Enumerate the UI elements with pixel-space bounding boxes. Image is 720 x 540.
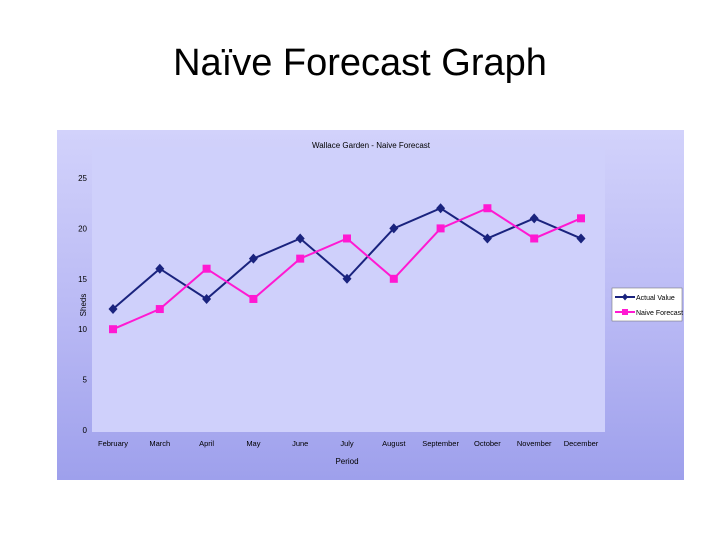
data-point (389, 223, 399, 234)
data-point (482, 233, 492, 244)
data-point (202, 264, 211, 273)
slide-title: Naïve Forecast Graph (173, 42, 547, 84)
data-point (343, 234, 351, 243)
data-point (436, 203, 446, 214)
data-point (342, 273, 352, 284)
x-tick-label: August (382, 439, 406, 448)
y-tick-label: 5 (83, 376, 88, 385)
x-axis-title: Period (335, 457, 358, 466)
x-tick-label: July (340, 439, 354, 448)
x-tick-label: September (422, 439, 459, 448)
data-point (530, 234, 539, 243)
legend-label: Actual Value (636, 295, 675, 302)
data-point (389, 274, 398, 283)
chart-area: Wallace Garden - Naive Forecast Sheds Pe… (57, 130, 684, 480)
legend-box (611, 287, 683, 322)
chart-title: Wallace Garden - Naive Forecast (312, 141, 431, 150)
data-point (295, 233, 305, 244)
data-point (436, 224, 445, 233)
data-point (109, 325, 117, 334)
x-tick-label: November (517, 439, 552, 448)
y-tick-label: 20 (78, 224, 87, 233)
legend-label: Naive Forecast (636, 310, 683, 317)
data-point (577, 214, 585, 223)
x-tick-label: February (98, 439, 128, 448)
data-point (155, 263, 165, 274)
line-chart: Wallace Garden - Naive Forecast Sheds Pe… (78, 141, 683, 466)
data-point (155, 305, 164, 314)
y-tick-label: 0 (83, 426, 88, 435)
x-tick-label: June (292, 439, 308, 448)
x-tick-label: March (149, 439, 170, 448)
data-point (576, 233, 586, 244)
x-tick-label: May (246, 439, 260, 448)
data-point (483, 204, 492, 213)
legend-marker (622, 293, 628, 301)
plot-area (92, 147, 605, 432)
data-point (296, 254, 305, 263)
data-point (108, 304, 118, 315)
legend-marker (622, 309, 628, 315)
data-point (529, 213, 539, 224)
x-tick-label: April (199, 439, 214, 448)
y-axis-title: Sheds (79, 294, 88, 317)
data-point (248, 253, 258, 264)
y-tick-label: 25 (78, 174, 87, 183)
data-point (249, 294, 258, 303)
data-point (202, 293, 212, 304)
x-tick-label: October (474, 439, 501, 448)
y-tick-label: 10 (78, 325, 87, 334)
x-tick-label: December (564, 439, 599, 448)
y-tick-label: 15 (78, 275, 87, 284)
